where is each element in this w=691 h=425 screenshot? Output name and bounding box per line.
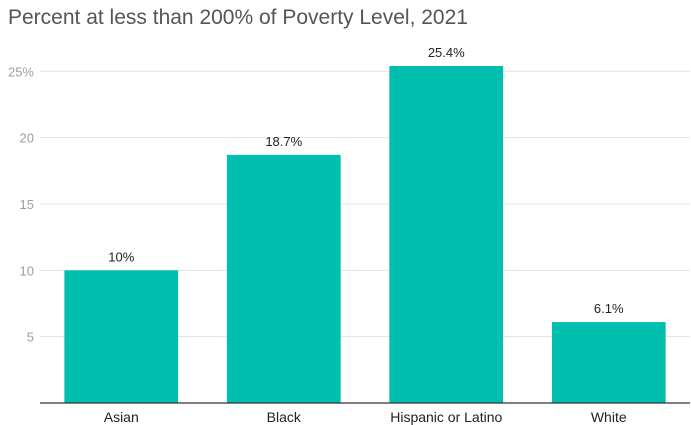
data-label: 18.7% — [265, 134, 302, 149]
category-label: Black — [267, 409, 302, 425]
category-label: Asian — [104, 409, 139, 425]
category-label: Hispanic or Latino — [390, 409, 502, 425]
chart-title: Percent at less than 200% of Poverty Lev… — [8, 6, 468, 29]
bar — [551, 322, 666, 403]
y-tick-label: 10 — [20, 263, 34, 278]
bar — [64, 270, 179, 403]
data-label: 25.4% — [428, 45, 465, 60]
y-tick-label: 25% — [8, 64, 34, 79]
labels-layer: 5 10 15 20 25% 10% Asian 18.7% Black 25.4% Hispani… — [8, 45, 627, 425]
data-label: 10% — [108, 249, 134, 264]
y-tick-label: 20 — [20, 131, 34, 146]
bars-layer — [64, 66, 666, 403]
bar — [226, 154, 341, 403]
data-label: 6.1% — [594, 301, 624, 316]
y-tick-label: 15 — [20, 197, 34, 212]
y-tick-label: 5 — [27, 330, 34, 345]
category-label: White — [591, 409, 627, 425]
bar — [389, 66, 504, 403]
